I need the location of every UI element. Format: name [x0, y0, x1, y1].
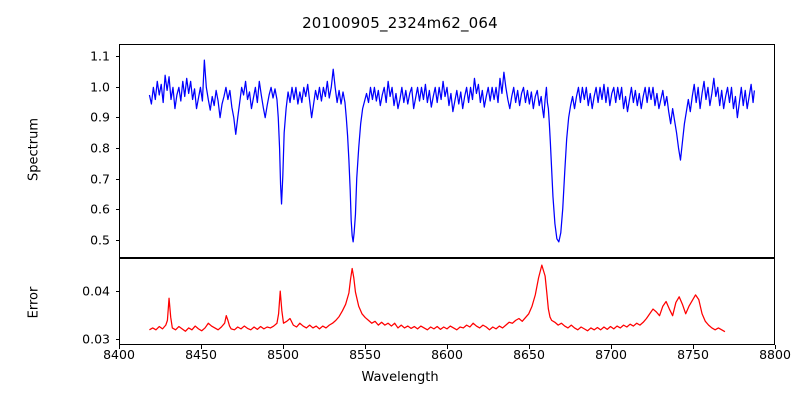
- x-tick-mark: [365, 345, 367, 349]
- y-tick-mark: [115, 178, 119, 180]
- y-tick-label: 0.9: [90, 109, 110, 125]
- chart-title: 20100905_2324m62_064: [302, 14, 498, 32]
- y-tick-mark: [115, 339, 119, 341]
- y-tick-mark: [115, 86, 119, 88]
- y-tick-label: 0.8: [90, 140, 110, 156]
- y-tick-label: 0.5: [90, 232, 110, 248]
- y-tick-mark: [115, 56, 119, 58]
- y-tick-label: 1.1: [90, 48, 110, 64]
- x-axis-label: Wavelength: [361, 370, 439, 385]
- x-tick-label: 8400: [103, 347, 135, 362]
- x-tick-label: 8500: [267, 347, 299, 362]
- x-tick-mark: [693, 345, 695, 349]
- y-tick-mark: [115, 209, 119, 211]
- x-tick-mark: [775, 345, 777, 349]
- y-tick-mark: [115, 290, 119, 292]
- x-tick-label: 8700: [595, 347, 627, 362]
- y-tick-label: 1.0: [90, 79, 110, 95]
- x-tick-mark: [447, 345, 449, 349]
- spectrum-axis-label: Spectrum: [26, 118, 42, 181]
- x-tick-label: 8750: [677, 347, 709, 362]
- x-tick-label: 8800: [759, 347, 791, 362]
- x-tick-label: 8450: [185, 347, 217, 362]
- x-tick-label: 8600: [431, 347, 463, 362]
- y-tick-mark: [115, 239, 119, 241]
- y-tick-label: 0.7: [90, 171, 110, 186]
- x-tick-label: 8550: [349, 347, 381, 362]
- y-tick-mark: [115, 117, 119, 119]
- data-line: [149, 265, 725, 332]
- spectrum-line-series: [120, 45, 774, 257]
- spectrum-panel: [119, 44, 775, 258]
- y-tick-label: 0.03: [82, 331, 110, 347]
- x-tick-label: 8650: [513, 347, 545, 362]
- error-line-series: [120, 259, 774, 344]
- x-tick-mark: [283, 345, 285, 349]
- x-tick-mark: [529, 345, 531, 349]
- y-tick-label: 0.6: [90, 201, 110, 217]
- x-tick-mark: [119, 345, 121, 349]
- x-tick-mark: [201, 345, 203, 349]
- x-tick-mark: [611, 345, 613, 349]
- y-tick-mark: [115, 147, 119, 150]
- error-panel: [119, 258, 775, 345]
- y-tick-label: 0.04: [82, 283, 110, 299]
- error-axis-label: Error: [26, 286, 42, 319]
- data-line: [149, 60, 754, 242]
